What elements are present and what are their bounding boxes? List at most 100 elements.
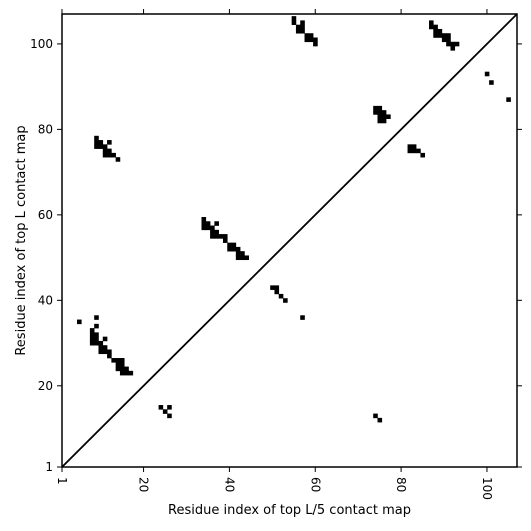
contact-point — [274, 289, 280, 295]
contact-point — [313, 37, 318, 43]
contact-point — [201, 216, 207, 222]
contact-point — [111, 152, 116, 158]
contact-point — [244, 255, 250, 261]
contact-point — [235, 246, 241, 252]
contact-point — [377, 114, 383, 120]
contact-point — [484, 71, 490, 77]
contact-point — [102, 345, 108, 350]
contact-point — [373, 110, 378, 115]
x-tick-label: 80 — [394, 477, 408, 492]
data-points — [77, 16, 511, 423]
x-tick-label: 100 — [480, 477, 494, 500]
contact-point — [119, 362, 125, 367]
y-tick-label: 100 — [30, 37, 53, 51]
diagonal-line — [61, 13, 518, 468]
contact-point — [416, 148, 421, 154]
contact-point — [295, 28, 301, 34]
contact-point — [98, 144, 104, 149]
contact-point — [308, 33, 314, 38]
contact-point — [119, 366, 125, 372]
contact-point — [119, 370, 125, 376]
contact-point — [205, 225, 211, 231]
contact-point — [300, 24, 305, 30]
contact-point — [98, 340, 104, 346]
contact-point — [98, 349, 104, 355]
contact-point — [411, 144, 417, 149]
contact-point — [420, 152, 426, 158]
contact-point — [300, 28, 305, 34]
contact-point — [231, 246, 237, 252]
contact-point — [437, 28, 443, 34]
contact-point — [128, 370, 134, 376]
x-tick-label: 20 — [137, 477, 151, 492]
contact-point — [94, 340, 99, 346]
contact-point — [300, 315, 305, 320]
contact-point — [214, 234, 219, 239]
contact-point — [222, 234, 228, 239]
contact-point — [240, 255, 245, 261]
x-axis-ticks: 1 20 40 60 80 100 — [55, 9, 494, 500]
contact-point — [107, 140, 112, 145]
contact-point — [373, 413, 378, 419]
contact-point — [89, 336, 95, 342]
contact-point — [304, 37, 310, 43]
contact-point — [377, 118, 383, 124]
contact-point — [201, 221, 207, 226]
contact-point — [446, 33, 451, 38]
contact-point — [433, 33, 438, 38]
y-tick-label: 1 — [45, 460, 53, 474]
contact-point — [429, 24, 434, 30]
x-tick-label: 60 — [308, 477, 322, 492]
contact-point — [381, 110, 387, 115]
contact-point — [454, 41, 460, 47]
contact-point — [111, 358, 116, 363]
contact-point — [102, 144, 108, 149]
contact-point — [283, 298, 288, 303]
y-tick-label: 60 — [38, 208, 53, 222]
contact-point — [107, 349, 112, 355]
contact-point — [274, 285, 280, 290]
contact-point — [98, 140, 104, 145]
contact-point — [373, 105, 378, 111]
contact-point — [115, 157, 121, 162]
contact-point — [77, 319, 82, 325]
contact-point — [386, 114, 391, 120]
contact-point — [227, 242, 232, 248]
contact-point — [167, 413, 172, 419]
contact-point — [308, 37, 314, 43]
contact-point — [214, 229, 219, 235]
contact-point — [107, 152, 112, 158]
contact-point — [411, 148, 417, 154]
contact-point — [94, 336, 99, 342]
contact-point — [433, 24, 438, 30]
contact-point — [94, 144, 99, 149]
plot-frame — [61, 13, 518, 468]
contact-point — [107, 353, 112, 359]
contact-point — [433, 28, 438, 34]
contact-point — [278, 293, 284, 299]
contact-point — [124, 366, 129, 372]
contact-point — [94, 323, 99, 329]
contact-point — [377, 110, 383, 115]
contact-point — [446, 41, 451, 47]
contact-point — [158, 405, 164, 410]
contact-point — [227, 246, 232, 252]
contact-point — [94, 315, 99, 320]
contact-point — [210, 234, 215, 239]
x-tick-label: 40 — [222, 477, 236, 492]
contact-point — [102, 148, 108, 154]
y-axis-label: Residue index of top L contact map — [14, 125, 29, 355]
contact-point — [437, 33, 443, 38]
contact-point — [218, 234, 224, 239]
contact-point — [124, 370, 129, 376]
y-axis-ticks: 1 20 40 60 80 100 — [30, 37, 522, 474]
contact-point — [304, 33, 310, 38]
contact-point — [450, 41, 456, 47]
y-tick-label: 80 — [38, 122, 53, 136]
contact-point — [115, 362, 121, 367]
contact-point — [270, 285, 275, 290]
contact-point — [89, 328, 95, 333]
contact-point — [167, 405, 172, 410]
contact-point — [381, 114, 387, 120]
